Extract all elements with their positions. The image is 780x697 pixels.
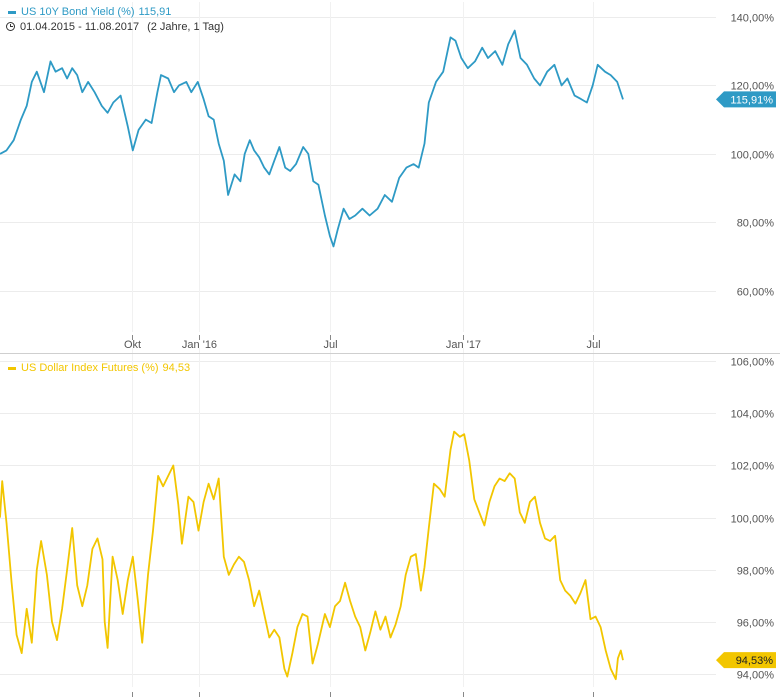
dollar-index-grid <box>0 348 716 687</box>
dollar-index-x-axis <box>132 692 594 697</box>
dollar-index-y-axis: 106,00% 104,00% 102,00% 100,00% 98,00% 96,00%… <box>731 357 775 682</box>
bond-yield-last-value-badge: 115,91% <box>716 91 776 108</box>
legend-series-value: 115,91 <box>138 6 172 18</box>
date-range-text: 01.04.2015 - 11.08.2017 <box>20 21 140 33</box>
dollar-index-last-value-badge: 94,53% <box>716 652 776 669</box>
y-tick-label: 104,00% <box>731 409 775 421</box>
bond-yield-line <box>0 29 624 248</box>
y-tick-label: 80,00% <box>737 218 775 230</box>
x-tick-label: Jan '16 <box>182 339 217 351</box>
dollar-index-legend[interactable]: US Dollar Index Futures (%) 94,53 <box>8 361 190 375</box>
legend-series-name: US 10Y Bond Yield (%) <box>21 6 135 18</box>
dollar-index-last-value: 94,53% <box>736 655 774 667</box>
clock-icon <box>6 22 15 31</box>
bond-yield-last-value: 115,91% <box>730 94 773 106</box>
y-tick-label: 106,00% <box>731 357 775 369</box>
y-tick-label: 120,00% <box>731 81 775 93</box>
x-tick-label: Okt <box>124 339 141 351</box>
y-tick-label: 96,00% <box>737 618 775 630</box>
legend-swatch <box>8 366 16 370</box>
bond-yield-grid <box>0 2 716 332</box>
dollar-index-line <box>0 430 624 681</box>
y-tick-label: 60,00% <box>737 287 775 299</box>
bond-yield-y-axis: 140,00% 120,00% 100,00% 80,00% 60,00% <box>731 13 775 299</box>
y-tick-label: 100,00% <box>731 514 775 526</box>
y-tick-label: 98,00% <box>737 566 775 578</box>
legend-series-name: US Dollar Index Futures (%) <box>21 362 159 374</box>
y-tick-label: 140,00% <box>731 13 775 25</box>
date-range: 01.04.2015 - 11.08.2017 (2 Jahre, 1 Tag) <box>6 21 224 33</box>
y-tick-label: 94,00% <box>737 670 775 682</box>
legend-swatch <box>8 10 16 14</box>
bond-yield-legend[interactable]: US 10Y Bond Yield (%) 115,91 <box>8 5 171 19</box>
x-tick-label: Jan '17 <box>446 339 481 351</box>
date-range-interval: (2 Jahre, 1 Tag) <box>147 21 224 33</box>
y-tick-label: 100,00% <box>731 150 775 162</box>
legend-series-value: 94,53 <box>162 362 191 374</box>
x-tick-label: Jul <box>323 339 337 351</box>
bond-yield-x-axis: Okt Jan '16 Jul Jan '17 Jul <box>124 335 601 351</box>
x-tick-label: Jul <box>586 339 600 351</box>
y-tick-label: 102,00% <box>731 461 775 473</box>
